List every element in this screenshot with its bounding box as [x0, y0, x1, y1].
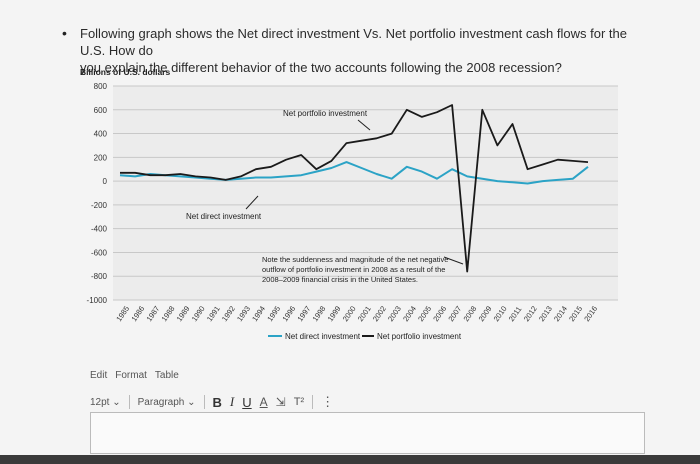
menu-format[interactable]: Format — [115, 370, 147, 381]
bold-button[interactable]: B — [212, 394, 222, 410]
x-tick-label: 2005 — [416, 304, 433, 323]
x-tick-label: 2001 — [356, 304, 373, 323]
superscript-button[interactable]: T² — [293, 396, 305, 408]
paragraph-select[interactable]: Paragraph ⌄ — [137, 396, 196, 408]
x-tick-label: 1985 — [114, 304, 131, 323]
bottom-bar — [0, 455, 700, 464]
list-bullet: • — [62, 25, 67, 41]
font-size-select[interactable]: 12pt ⌄ — [90, 396, 121, 408]
x-tick-label: 1987 — [144, 304, 161, 323]
x-tick-label: 2011 — [507, 305, 524, 323]
annotation-note-line: Note the suddenness and magnitude of the… — [262, 255, 448, 264]
legend-label-net-direct: Net direct investment — [285, 332, 361, 341]
x-tick-label: 1992 — [220, 304, 237, 323]
x-tick-label: 1994 — [250, 304, 267, 323]
annotation-net-direct: Net direct investment — [186, 212, 262, 221]
question-text: Following graph shows the Net direct inv… — [80, 25, 640, 76]
x-tick-label: 2014 — [552, 304, 569, 323]
x-tick-label: 1991 — [205, 304, 222, 323]
x-tick-label: 1989 — [175, 304, 192, 323]
underline-button[interactable]: U — [242, 394, 252, 410]
y-axis-label: Billions of U.S. dollars — [80, 67, 170, 77]
italic-button[interactable]: I — [229, 394, 235, 409]
chart-svg: Billions of U.S. dollars8006004002000-20… — [80, 67, 618, 341]
x-tick-label: 1995 — [265, 304, 282, 323]
annotation-arrow — [245, 195, 259, 210]
answer-editor[interactable] — [90, 412, 645, 454]
x-tick-label: 2013 — [537, 304, 554, 323]
y-tick-label: 800 — [94, 82, 108, 91]
legend-label-net-portfolio: Net portfolio investment — [377, 332, 462, 341]
x-tick-label: 2009 — [477, 304, 494, 323]
toolbar-divider — [203, 395, 205, 409]
x-tick-label: 2000 — [341, 304, 358, 323]
y-tick-label: 600 — [94, 106, 108, 115]
x-tick-label: 1997 — [295, 304, 312, 323]
x-tick-label: 2010 — [492, 304, 509, 323]
paragraph-value: Paragraph — [137, 396, 185, 408]
annotation-arrow — [443, 256, 464, 265]
x-tick-label: 2008 — [461, 304, 478, 323]
x-tick-label: 1986 — [129, 304, 146, 323]
editor-menu: Edit Format Table — [90, 370, 179, 381]
y-tick-label: 400 — [94, 130, 108, 139]
annotation-note-line: 2008–2009 financial crisis in the United… — [262, 275, 418, 284]
highlight-icon[interactable]: ⇲ — [275, 395, 286, 409]
text-color-button[interactable]: A — [259, 395, 268, 409]
y-tick-label: -200 — [91, 201, 108, 210]
font-size-value: 12pt — [90, 396, 110, 408]
x-tick-label: 2002 — [371, 304, 388, 323]
editor-toolbar: 12pt ⌄ Paragraph ⌄ B I U A ⇲ T² ⋮ — [90, 393, 334, 411]
x-tick-label: 1988 — [160, 304, 177, 323]
y-tick-label: 200 — [94, 153, 108, 162]
x-tick-label: 2006 — [431, 304, 448, 323]
series-line-net-direct — [119, 161, 589, 185]
more-options-icon[interactable]: ⋮ — [321, 394, 335, 409]
annotation-net-portfolio: Net portfolio investment — [283, 109, 368, 118]
line-chart: Billions of U.S. dollars 800 600 400 200 0 -20… — [58, 64, 648, 354]
menu-table[interactable]: Table — [154, 370, 179, 381]
question-line-2: you explain the different behavior of th… — [80, 60, 562, 75]
toolbar-divider — [312, 395, 314, 409]
x-tick-label: 1998 — [311, 304, 328, 323]
x-tick-label: 2012 — [522, 304, 539, 323]
x-tick-label: 2016 — [582, 304, 599, 323]
y-tick-label: -400 — [91, 225, 108, 234]
question-line-1: Following graph shows the Net direct inv… — [80, 26, 627, 58]
x-tick-label: 2015 — [567, 304, 584, 323]
x-tick-label: 2007 — [446, 304, 463, 323]
y-tick-label: 0 — [103, 177, 108, 186]
menu-edit[interactable]: Edit — [90, 370, 108, 381]
y-tick-label: -600 — [91, 248, 108, 257]
y-tick-label: -800 — [91, 272, 108, 281]
x-tick-label: 2003 — [386, 304, 403, 323]
x-tick-label: 1990 — [190, 304, 207, 323]
plot-area — [113, 86, 618, 300]
toolbar-divider — [128, 395, 130, 409]
y-tick-label: -1000 — [87, 296, 108, 305]
x-tick-label: 1999 — [326, 304, 343, 323]
x-tick-label: 2004 — [401, 304, 418, 323]
series-line-net-portfolio — [120, 104, 589, 273]
x-tick-label: 1996 — [280, 304, 297, 323]
annotation-note-line: outflow of portfolio investment in 2008 … — [262, 265, 445, 274]
x-tick-label: 1993 — [235, 304, 252, 323]
annotation-arrow — [357, 119, 371, 131]
